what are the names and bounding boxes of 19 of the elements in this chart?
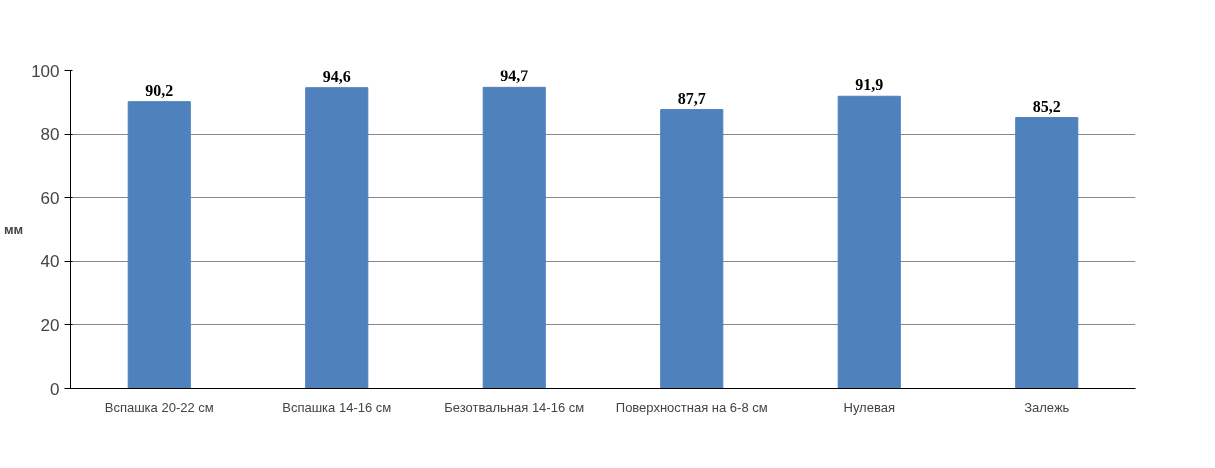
x-tick-label: Вспашка 20-22 см [104, 399, 214, 415]
x-tick-label: Залежь [1024, 399, 1070, 415]
y-tick-label: 80 [40, 125, 60, 145]
x-tick-label: Поверхностная на 6-8 см [615, 399, 768, 415]
y-axis-title: мм [3, 222, 24, 237]
x-tick-label: Вспашка 14-16 см [282, 399, 392, 415]
y-tick-label: 0 [50, 379, 60, 399]
y-tick-label: 100 [31, 61, 60, 81]
data-label: 85,2 [1032, 97, 1061, 115]
y-tick-label: 20 [40, 315, 60, 335]
data-label: 91,9 [855, 76, 884, 94]
y-tick-label: 40 [40, 252, 60, 272]
data-label: 90,2 [145, 81, 174, 99]
x-tick-label: Безотвальная 14-16 см [444, 399, 585, 415]
data-label: 94,7 [500, 67, 529, 85]
data-label: 94,6 [322, 67, 351, 85]
y-tick-label: 60 [40, 188, 60, 208]
data-label: 87,7 [677, 89, 706, 107]
x-tick-label: Нулевая [843, 399, 895, 415]
